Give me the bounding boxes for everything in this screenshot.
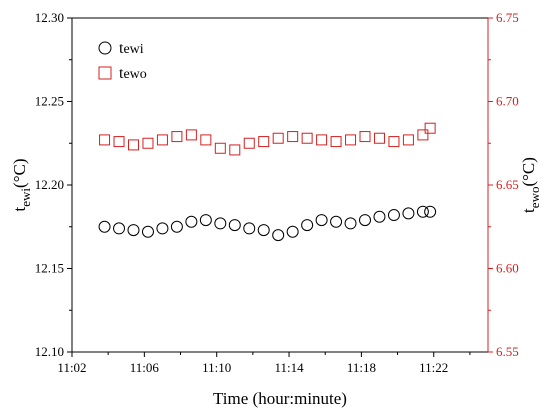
legend-label-tewo: tewo [119,65,147,82]
y-left-tick-label: 12.20 [35,177,64,192]
y-left-tick-label: 12.15 [35,261,64,276]
point-tewo [424,122,436,134]
point-tewo [402,134,414,146]
y-right-tick-label: 6.65 [496,177,519,192]
point-tewo [258,136,270,148]
legend-tewi-main: t [119,40,124,57]
point-tewo [171,131,183,143]
point-tewi [373,210,386,223]
point-tewi [113,222,126,235]
point-tewo [316,134,328,146]
point-tewi [185,215,198,228]
point-tewo [417,129,429,141]
point-tewi [199,214,212,227]
point-tewo [156,134,168,146]
y-right-tick-label: 6.70 [496,94,519,109]
y-right-title-main: t [519,208,538,213]
legend-label-tewi: tewi [119,40,144,57]
legend-marker-tewi [98,41,112,55]
y-left-title-unit: (°C) [10,159,29,188]
x-tick-label: 11:02 [57,360,86,375]
y-right-tick-label: 6.55 [496,344,519,359]
y-left-tick-label: 12.25 [35,94,64,109]
point-tewo [127,139,139,151]
point-tewi [330,215,343,228]
point-tewo [243,137,255,149]
y-left-title-sub: ewi [18,188,33,207]
point-tewo [214,142,226,154]
point-tewo [359,131,371,143]
point-tewi [156,222,169,235]
point-tewi [170,220,183,233]
point-tewi [344,217,357,230]
point-tewi [214,217,227,230]
point-tewo [388,136,400,148]
legend-tewi-sub: ewi [123,42,143,57]
legend-marker-tewo [98,66,112,80]
series-tewi [98,205,437,242]
y-axis-left-title: tewi(°C) [10,159,33,212]
legend: tewi tewo [98,40,147,82]
y-right-tick-label: 6.75 [496,10,519,25]
point-tewi [127,224,140,237]
point-tewo [330,136,342,148]
point-tewo [345,134,357,146]
y-right-title-unit: (°C) [519,157,538,186]
point-tewi [301,219,314,232]
x-tick-label: 11:06 [130,360,160,375]
point-tewo [99,134,111,146]
point-tewo [113,136,125,148]
point-tewi [387,209,400,222]
y-right-tick-label: 6.60 [496,261,519,276]
x-axis-title: Time (hour:minute) [213,389,347,408]
point-tewi [402,207,415,220]
y-right-title-sub: ewo [527,187,542,209]
point-tewo [301,132,313,144]
point-tewi [359,214,372,227]
point-tewi [98,220,111,233]
point-tewi [141,225,154,238]
y-axis-right-title: tewo(°C) [519,157,542,213]
point-tewo [200,134,212,146]
point-tewi [315,214,328,227]
series-tewo [99,122,436,156]
point-tewo [287,131,299,143]
y-left-title-main: t [10,206,29,211]
legend-tewo-main: t [119,65,124,82]
y-left-tick-label: 12.30 [35,10,64,25]
point-tewi [257,224,270,237]
legend-tewo-sub: ewo [123,67,146,82]
point-tewo [229,144,241,156]
point-tewi [424,205,437,218]
point-tewi [272,229,285,242]
point-tewo [373,132,385,144]
x-tick-label: 11:14 [274,360,304,375]
x-tick-label: 11:10 [202,360,231,375]
point-tewo [142,137,154,149]
point-tewo [272,132,284,144]
point-tewo [185,129,197,141]
point-tewi [416,205,429,218]
point-tewi [286,225,299,238]
x-tick-label: 11:18 [347,360,376,375]
point-tewi [228,219,241,232]
point-tewi [243,222,256,235]
x-tick-label: 11:22 [419,360,448,375]
y-left-tick-label: 12.10 [35,344,64,359]
